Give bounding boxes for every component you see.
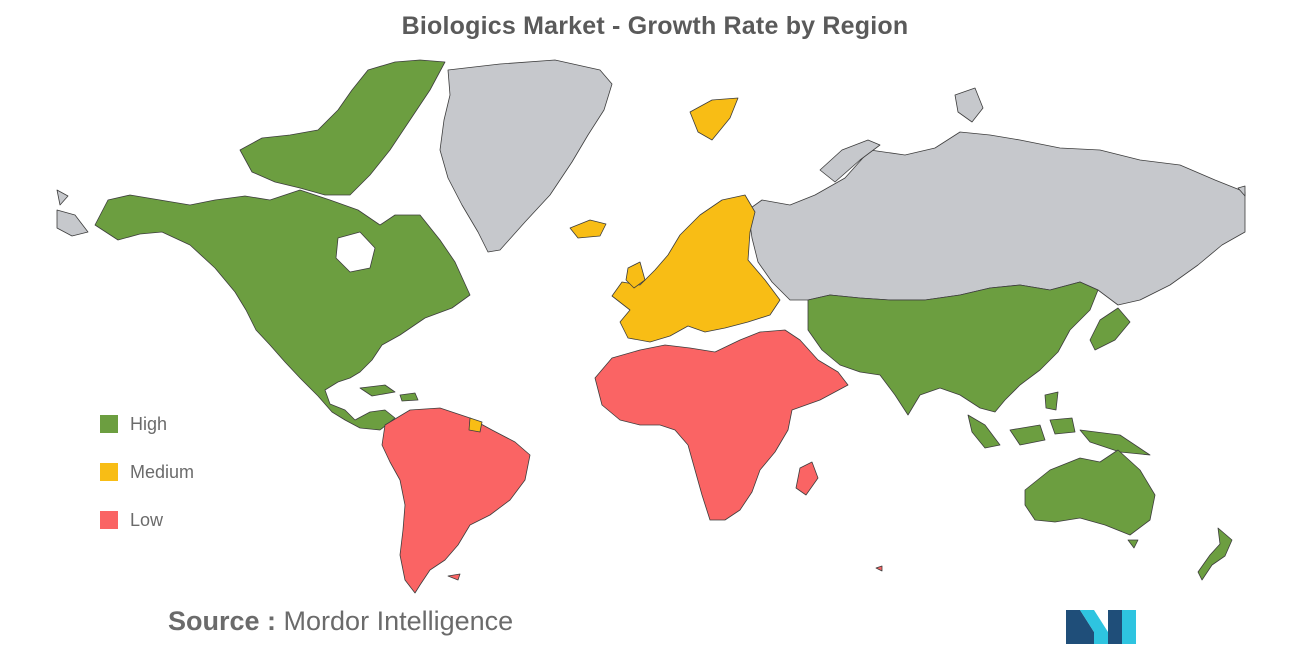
map-legend: High Medium Low (100, 412, 194, 556)
legend-item-high: High (100, 412, 194, 436)
south-america-region (381, 407, 531, 594)
mordor-intelligence-logo-icon (1066, 610, 1136, 644)
source-prefix: Source : (168, 606, 277, 636)
novaya-zemlya (819, 139, 881, 183)
arctic-islands (954, 87, 984, 123)
tasmania (1127, 539, 1139, 549)
legend-swatch-low (100, 511, 118, 529)
legend-label-low: Low (130, 509, 164, 530)
source-text: Source : Mordor Intelligence (168, 606, 513, 637)
iceland (569, 219, 607, 239)
europe-region (611, 194, 781, 343)
legend-label-high: High (130, 413, 168, 434)
asia-region (807, 281, 1099, 416)
chukotka-tip (56, 185, 1246, 206)
caribbean-islands (359, 384, 419, 402)
madagascar (795, 461, 819, 496)
arabian-gulf-islands (875, 565, 883, 572)
legend-swatch-medium (100, 463, 118, 481)
australia (1024, 449, 1156, 536)
southeast-asia-islands (967, 391, 1151, 456)
hudson-bay (335, 231, 376, 273)
north-america-region (94, 189, 471, 431)
canadian-arctic-islands (239, 59, 446, 196)
japan (1089, 307, 1131, 351)
legend-swatch-high (100, 415, 118, 433)
middle-east-africa-region (594, 329, 849, 521)
french-guiana (468, 417, 483, 433)
greenland-region (439, 59, 613, 253)
legend-label-medium: Medium (130, 461, 195, 482)
russia-region (747, 131, 1246, 306)
legend-item-low: Low (100, 508, 194, 532)
map-title: Biologics Market - Growth Rate by Region (401, 12, 909, 40)
new-zealand (1197, 527, 1233, 581)
svalbard (689, 97, 739, 141)
falkland-islands (447, 573, 461, 581)
legend-item-medium: Medium (100, 460, 194, 484)
alaska-west-tip (56, 209, 89, 237)
source-name: Mordor Intelligence (283, 606, 514, 636)
british-isles (625, 261, 646, 289)
